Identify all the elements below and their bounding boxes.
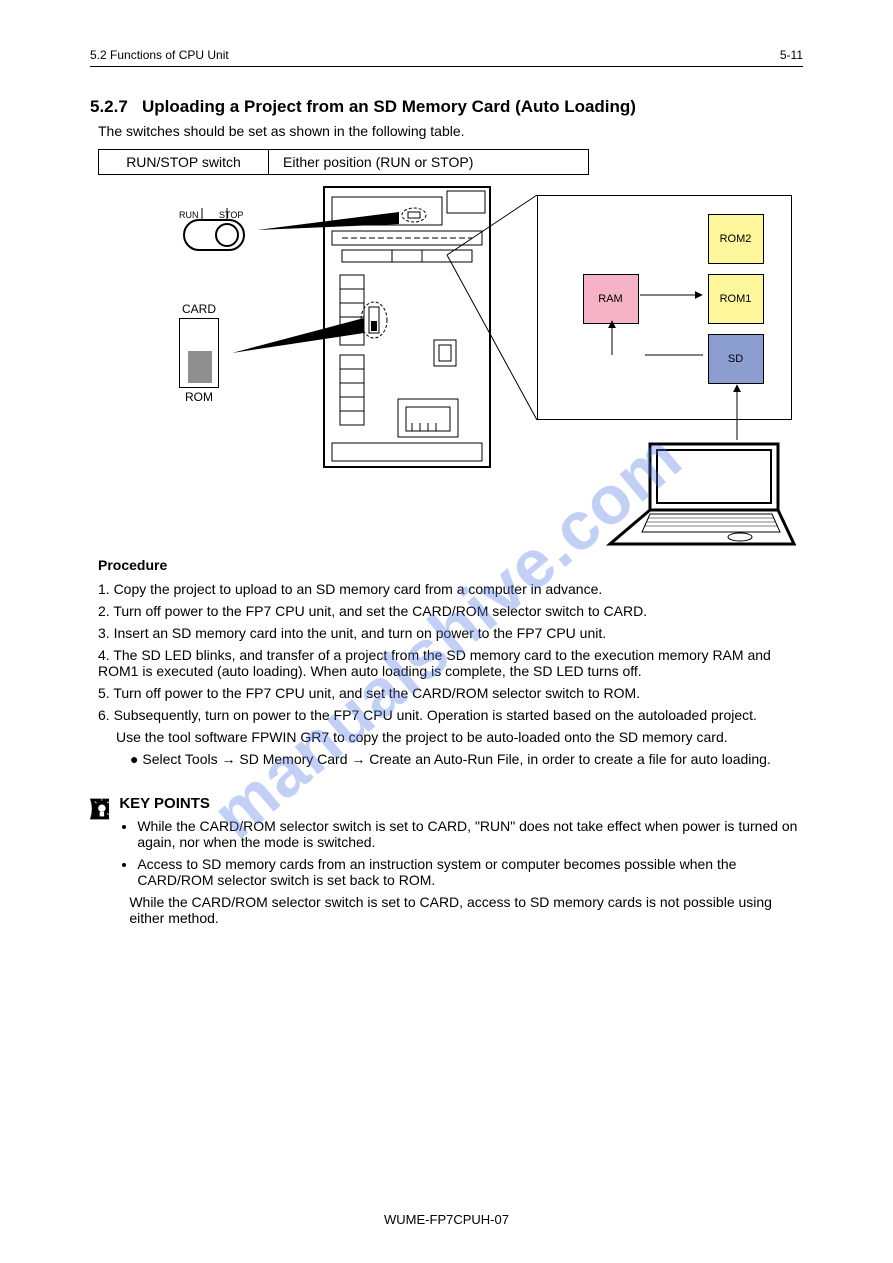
step-5: 5. Turn off power to the FP7 CPU unit, a…	[98, 685, 803, 701]
rom1-block: ROM1	[708, 274, 764, 324]
stop-label: STOP	[219, 210, 243, 220]
switch-value-cell: Either position (RUN or STOP)	[269, 150, 589, 175]
footer-page-number: WUME-FP7CPUH-07	[0, 1212, 893, 1227]
plc-module-icon	[322, 185, 492, 470]
rom2-block: ROM2	[708, 214, 764, 264]
sd-block: SD	[708, 334, 764, 384]
step-4: 4. The SD LED blinks, and transfer of a …	[98, 647, 803, 679]
table-row: RUN/STOP switch Either position (RUN or …	[99, 150, 589, 175]
ram-block: RAM	[583, 274, 639, 324]
keypoint-item: Access to SD memory cards from an instru…	[137, 856, 803, 888]
header-rule	[90, 66, 803, 67]
section-heading: 5.2.7 Uploading a Project from an SD Mem…	[90, 97, 803, 117]
step-3: 3. Insert an SD memory card into the uni…	[98, 625, 803, 641]
procedure-section: Procedure 1. Copy the project to upload …	[90, 557, 803, 767]
keypoints-icon	[90, 795, 109, 823]
diagram-figure: RUN STOP CARD ROM	[97, 185, 797, 535]
run-stop-switch-icon: RUN STOP	[157, 208, 277, 262]
run-label: RUN	[179, 210, 199, 220]
card-label: CARD	[172, 302, 227, 316]
step-2: 2. Turn off power to the FP7 CPU unit, a…	[98, 603, 803, 619]
key-points-block: KEY POINTS While the CARD/ROM selector s…	[90, 795, 803, 926]
keypoint-sub: While the CARD/ROM selector switch is se…	[129, 894, 803, 926]
rom-label: ROM	[172, 390, 227, 404]
procedure-title: Procedure	[98, 557, 167, 573]
header-right: 5-11	[780, 48, 803, 62]
step-1: 1. Copy the project to upload to an SD m…	[98, 581, 803, 597]
procedure-note: Use the tool software FPWIN GR7 to copy …	[116, 729, 803, 745]
header-left: 5.2 Functions of CPU Unit	[90, 48, 229, 62]
step-6: 6. Subsequently, turn on power to the FP…	[98, 707, 803, 723]
keypoints-title: KEY POINTS	[119, 795, 803, 812]
switch-name-cell: RUN/STOP switch	[99, 150, 269, 175]
keypoint-item: While the CARD/ROM selector switch is se…	[137, 818, 803, 850]
procedure-bullet: ● Select Tools → SD Memory Card → Create…	[130, 751, 803, 767]
switch-table: RUN/STOP switch Either position (RUN or …	[98, 149, 589, 175]
page-header: 5.2 Functions of CPU Unit 5-11	[90, 48, 803, 62]
memory-panel: RAM ROM1 ROM2 SD	[537, 195, 792, 420]
laptop-icon	[602, 440, 802, 550]
card-rom-switch-icon: CARD ROM	[172, 302, 227, 417]
section-intro: The switches should be set as shown in t…	[98, 123, 803, 139]
